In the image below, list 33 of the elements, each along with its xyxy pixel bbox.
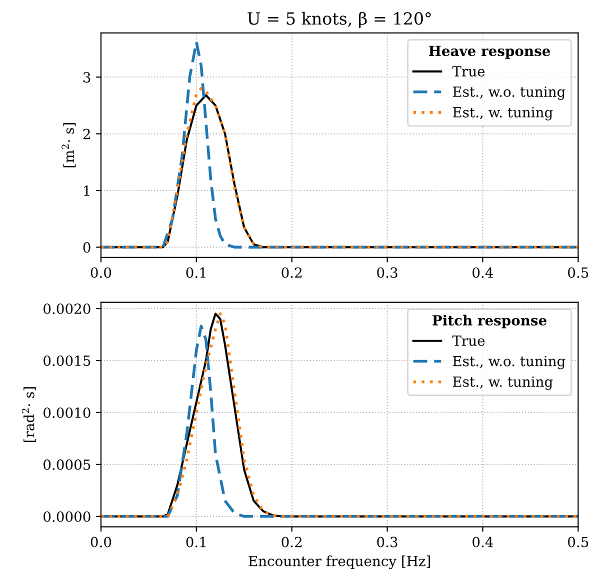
- legend-title: Heave response: [428, 46, 550, 59]
- y-tick-label: 1: [84, 185, 90, 196]
- x-tick-label: 0.1: [186, 536, 206, 548]
- x-tick-label: 0.1: [186, 267, 206, 278]
- x-tick-label: 0.3: [377, 536, 398, 548]
- legend-label: Est., w.o. tuning: [452, 356, 566, 370]
- y-tick-label: 0.0000: [44, 511, 90, 522]
- legend-label: Est., w. tuning: [452, 376, 553, 390]
- y-tick-label: 3: [83, 72, 90, 83]
- x-tick-label: 0.3: [377, 267, 398, 278]
- y-tick-label: 0.0020: [44, 304, 90, 314]
- y-tick-label: 0.0015: [44, 355, 90, 366]
- y-tick-label: 0: [83, 242, 90, 253]
- y-axis-title: [rad$^{2}$· s]: [22, 387, 36, 442]
- legend-title: Pitch response: [432, 314, 546, 328]
- x-tick-label: 0.5: [568, 536, 588, 548]
- x-tick-label: 0.0: [90, 536, 112, 548]
- y-tick-label: 0.0005: [44, 459, 90, 470]
- x-tick-label: 0.4: [472, 267, 494, 278]
- x-tick-label: 0.4: [472, 536, 494, 548]
- x-axis-title: Encounter frequency [Hz]: [248, 556, 430, 570]
- legend-label: True: [452, 66, 485, 77]
- x-tick-label: 0.2: [282, 536, 302, 548]
- y-axis-title: [m$^{2}$· s]: [62, 123, 76, 168]
- legend-label: True: [452, 336, 485, 346]
- x-tick-label: 0.0: [90, 267, 112, 278]
- chart-title: U = 5 knots, β = 120°: [248, 12, 431, 28]
- legend-label: Est., w. tuning: [452, 107, 553, 120]
- y-tick-label: 0.0010: [44, 407, 90, 418]
- x-tick-label: 0.5: [568, 267, 588, 278]
- legend-label: Est., w.o. tuning: [452, 86, 566, 100]
- x-tick-label: 0.2: [282, 267, 302, 278]
- y-tick-label: 2: [83, 128, 90, 140]
